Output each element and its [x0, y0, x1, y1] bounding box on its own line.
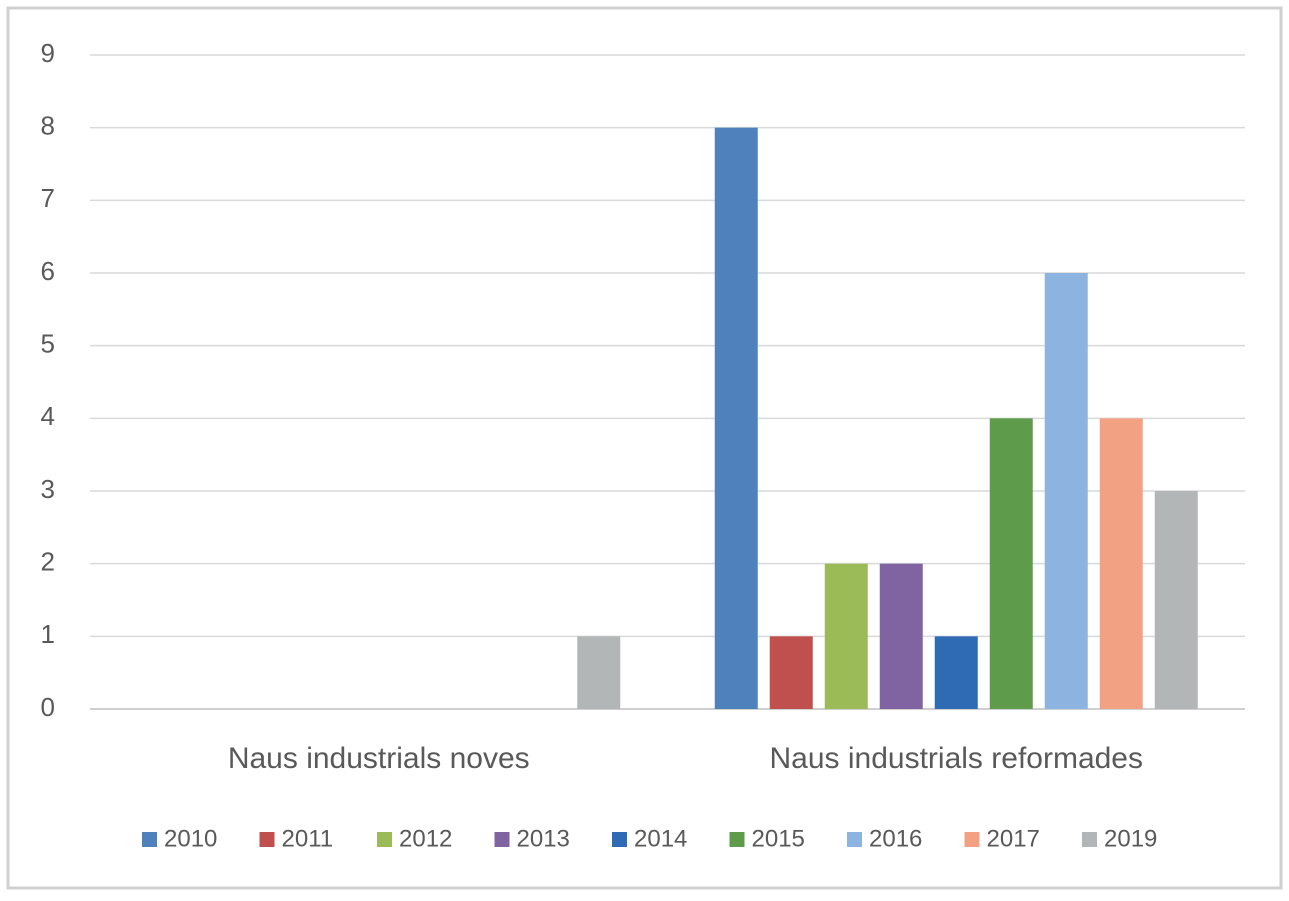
y-tick-label: 3 — [41, 474, 55, 504]
legend-label: 2012 — [399, 825, 452, 852]
legend-swatch — [377, 832, 392, 847]
legend-label: 2013 — [517, 825, 570, 852]
bar — [769, 636, 813, 709]
legend-swatch — [494, 832, 510, 847]
y-tick-label: 4 — [41, 401, 55, 431]
legend-swatch — [259, 832, 275, 847]
bar — [714, 127, 758, 709]
x-tick-label: Naus industrials noves — [228, 742, 530, 775]
y-tick-label: 1 — [41, 619, 55, 649]
legend-label: 2017 — [987, 825, 1040, 852]
legend-swatch — [729, 832, 745, 847]
y-tick-label: 5 — [41, 329, 55, 359]
y-tick-label: 8 — [41, 111, 55, 141]
x-tick-label: Naus industrials reformades — [770, 742, 1144, 775]
legend-label: 2015 — [752, 825, 805, 852]
y-tick-label: 0 — [41, 692, 55, 722]
legend-swatch — [964, 832, 980, 847]
legend-label: 2019 — [1104, 825, 1157, 852]
legend-swatch — [142, 832, 157, 847]
bar — [824, 563, 868, 709]
legend-swatch — [847, 832, 862, 847]
bar — [879, 563, 923, 709]
legend-label: 2014 — [634, 825, 687, 852]
legend-swatch — [612, 832, 627, 847]
legend-label: 2011 — [282, 825, 334, 852]
bar — [989, 418, 1033, 709]
y-tick-label: 2 — [41, 547, 55, 577]
bar — [577, 636, 621, 709]
legend-label: 2010 — [164, 825, 217, 852]
y-tick-label: 7 — [41, 183, 55, 213]
bar — [1154, 491, 1198, 709]
legend-swatch — [1082, 832, 1097, 847]
bar — [1044, 273, 1088, 709]
legend-label: 2016 — [869, 825, 922, 852]
y-tick-label: 6 — [41, 256, 55, 286]
bar — [1099, 418, 1143, 709]
y-tick-label: 9 — [41, 38, 55, 68]
bar — [934, 636, 978, 709]
